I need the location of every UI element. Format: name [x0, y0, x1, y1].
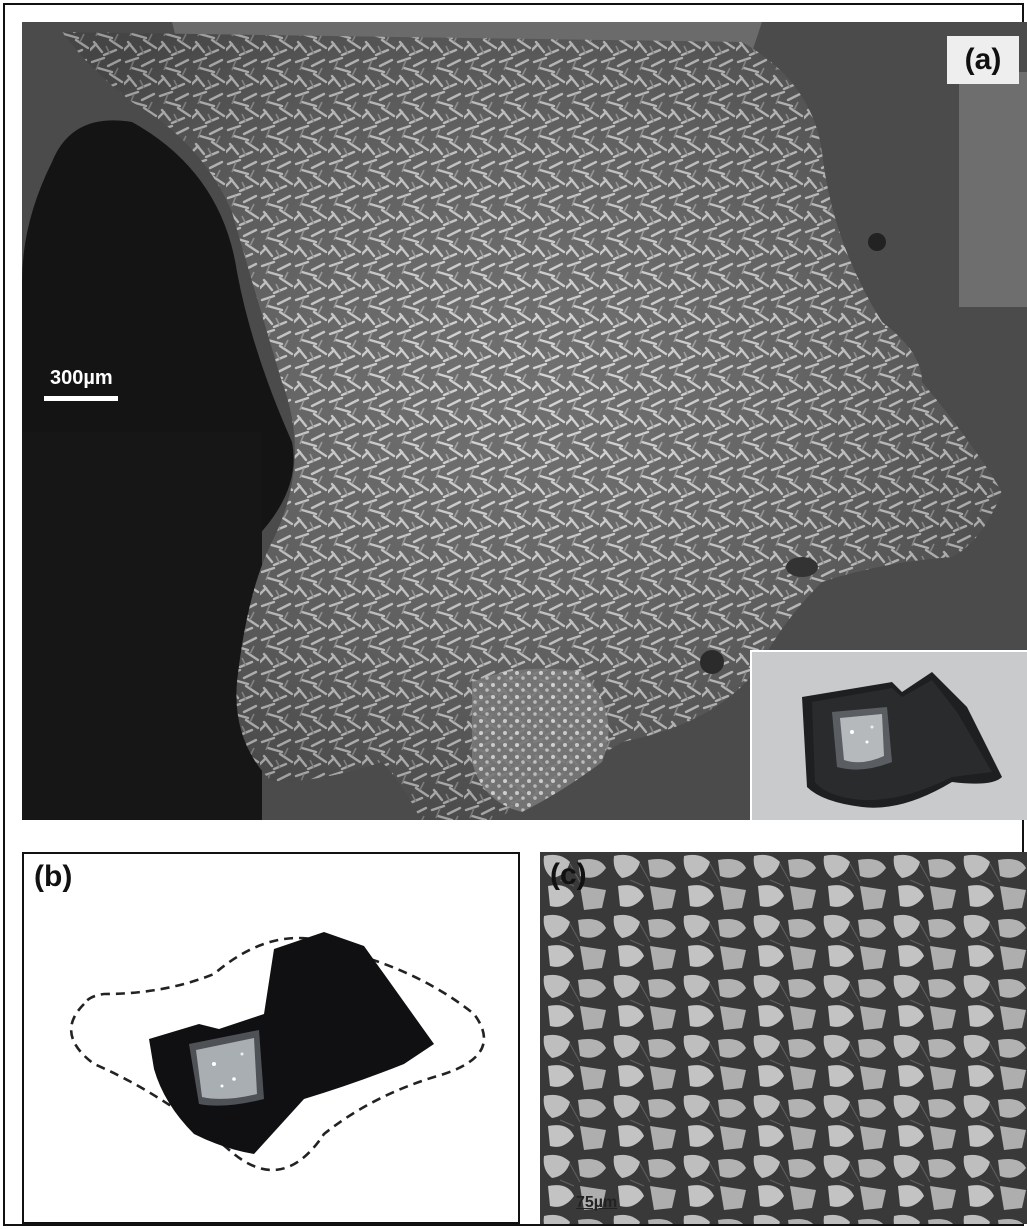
micrograph-c-image [540, 852, 1027, 1224]
micrograph-panel-a: (a) 300µm [22, 22, 1027, 820]
scale-bar-a: 300µm [44, 367, 118, 401]
panel-a-label: (a) [947, 36, 1019, 84]
sample-inset-photo [750, 650, 1027, 820]
scale-bar-c: 75µm [576, 1194, 617, 1212]
sample-inset-image [752, 652, 1027, 820]
scale-bar-a-text: 300µm [50, 367, 113, 389]
micrograph-panel-c: (c) 75µm [540, 852, 1027, 1224]
scale-bar-a-line [44, 396, 118, 401]
sample-panel-b: (b) [22, 852, 520, 1224]
sample-b-image [69, 932, 486, 1172]
panel-b-label: (b) [34, 860, 73, 893]
micrograph-a-image [22, 22, 1027, 820]
panel-c-label: (c) [550, 858, 587, 891]
scale-bar-c-text: 75µm [576, 1194, 618, 1211]
